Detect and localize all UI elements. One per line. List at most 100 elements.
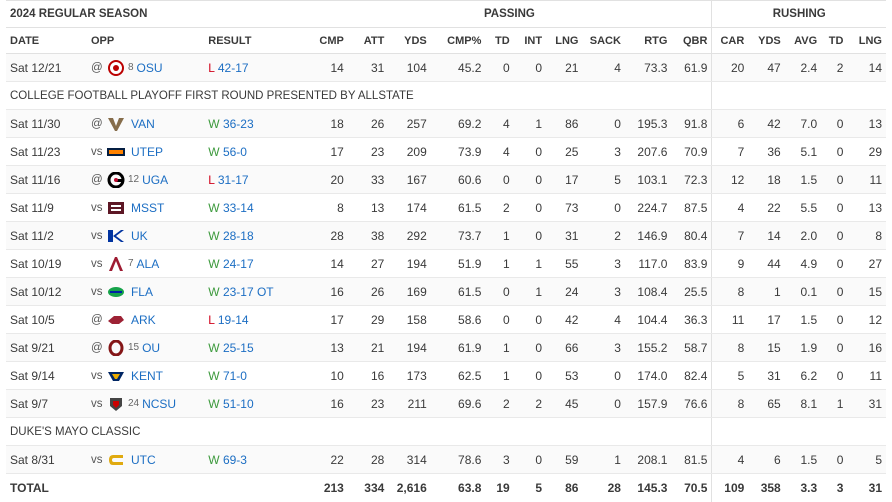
- passing-stat-sack: 3: [582, 334, 624, 362]
- passing-stat-cmp: 17: [307, 306, 347, 334]
- uga-logo-icon[interactable]: [107, 172, 125, 188]
- passing-stat-cmp: 20: [307, 166, 347, 194]
- passing-stat-cmp-pct: 69.6: [431, 390, 486, 418]
- rushing-stat-yds: 15: [748, 334, 784, 362]
- uk-logo-icon[interactable]: [107, 228, 125, 244]
- ou-logo-icon[interactable]: [107, 340, 125, 356]
- opponent-link[interactable]: NCSU: [142, 397, 176, 411]
- col-header-rushing-car[interactable]: CAR: [712, 28, 748, 54]
- rushing-stat-car: 11: [712, 306, 748, 334]
- total-passing-int: 5: [514, 474, 546, 502]
- passing-stat-qbr: 82.4: [671, 362, 711, 390]
- rushing-stat-lng: 31: [847, 390, 886, 418]
- col-header-passing-lng[interactable]: LNG: [546, 28, 582, 54]
- fla-logo-icon[interactable]: [107, 284, 125, 300]
- col-header-passing-td[interactable]: TD: [485, 28, 513, 54]
- game-score-link[interactable]: 56-0: [223, 145, 247, 159]
- passing-stat-sack: 3: [582, 138, 624, 166]
- opponent-link[interactable]: UTEP: [131, 145, 163, 159]
- opponent-link[interactable]: VAN: [131, 117, 155, 131]
- opponent-link[interactable]: OSU: [137, 61, 163, 75]
- col-header-rushing-avg[interactable]: AVG: [785, 28, 821, 54]
- passing-stat-yds: 211: [388, 390, 430, 418]
- passing-stat-rtg: 108.4: [625, 278, 672, 306]
- game-score-link[interactable]: 25-15: [223, 341, 254, 355]
- col-header-date[interactable]: DATE: [6, 28, 91, 54]
- passing-stat-int: 0: [514, 194, 546, 222]
- game-score-link[interactable]: 28-18: [223, 229, 254, 243]
- osu-logo-icon[interactable]: [107, 60, 125, 76]
- col-header-passing-yds[interactable]: YDS: [388, 28, 430, 54]
- opponent-link[interactable]: ARK: [131, 313, 156, 327]
- utc-logo-icon[interactable]: [107, 452, 125, 468]
- game-score-link[interactable]: 31-17: [218, 173, 249, 187]
- col-header-passing-cmp-pct[interactable]: CMP%: [431, 28, 486, 54]
- passing-stat-rtg: 157.9: [625, 390, 672, 418]
- col-header-result[interactable]: RESULT: [208, 28, 307, 54]
- game-score-link[interactable]: 33-14: [223, 201, 254, 215]
- msst-logo-icon[interactable]: [107, 200, 125, 216]
- ark-logo-icon[interactable]: [107, 312, 125, 328]
- total-label: TOTAL: [6, 474, 307, 502]
- opponent-link[interactable]: FLA: [131, 285, 153, 299]
- col-header-passing-rtg[interactable]: RTG: [625, 28, 672, 54]
- passing-stat-cmp-pct: 45.2: [431, 54, 486, 82]
- game-score-link[interactable]: 24-17: [223, 257, 254, 271]
- event-note-filler: [712, 418, 886, 446]
- passing-stat-qbr: 25.5: [671, 278, 711, 306]
- opponent-link[interactable]: ALA: [137, 257, 160, 271]
- van-logo-icon[interactable]: [107, 116, 125, 132]
- passing-stat-lng: 86: [546, 110, 582, 138]
- passing-stat-qbr: 36.3: [671, 306, 711, 334]
- col-header-passing-int[interactable]: INT: [514, 28, 546, 54]
- passing-stat-lng: 24: [546, 278, 582, 306]
- ncsu-logo-icon[interactable]: [107, 396, 125, 412]
- result-cell: W 33-14: [208, 194, 307, 222]
- rushing-stat-lng: 12: [847, 306, 886, 334]
- rushing-stat-avg: 1.5: [785, 166, 821, 194]
- passing-stat-cmp: 28: [307, 222, 347, 250]
- game-score-link[interactable]: 42-17: [218, 61, 249, 75]
- opponent-link[interactable]: OU: [142, 341, 160, 355]
- home-away-indicator: vs: [91, 398, 107, 410]
- game-score-link[interactable]: 19-14: [218, 313, 249, 327]
- result-cell: W 36-23: [208, 110, 307, 138]
- passing-stat-td: 0: [485, 166, 513, 194]
- ala-logo-icon[interactable]: [107, 256, 125, 272]
- result-cell: W 23-17 OT: [208, 278, 307, 306]
- opponent-link[interactable]: KENT: [131, 369, 163, 383]
- kent-logo-icon[interactable]: [107, 368, 125, 384]
- passing-stat-td: 2: [485, 194, 513, 222]
- rushing-stat-car: 9: [712, 250, 748, 278]
- col-header-passing-qbr[interactable]: QBR: [671, 28, 711, 54]
- rushing-stat-td: 1: [821, 390, 847, 418]
- col-header-passing-sack[interactable]: SACK: [582, 28, 624, 54]
- col-header-passing-cmp[interactable]: CMP: [307, 28, 347, 54]
- utep-logo-icon[interactable]: [107, 144, 125, 160]
- game-score-link[interactable]: 71-0: [223, 369, 247, 383]
- opponent-link[interactable]: UK: [131, 229, 148, 243]
- passing-stat-cmp: 10: [307, 362, 347, 390]
- total-passing-yds: 2,616: [388, 474, 430, 502]
- total-rushing-yds: 358: [748, 474, 784, 502]
- passing-stat-qbr: 61.9: [671, 54, 711, 82]
- passing-stat-td: 0: [485, 278, 513, 306]
- opponent-link[interactable]: UTC: [131, 453, 156, 467]
- result-cell: W 24-17: [208, 250, 307, 278]
- passing-stat-int: 0: [514, 334, 546, 362]
- col-header-opp[interactable]: OPP: [91, 28, 208, 54]
- col-header-rushing-yds[interactable]: YDS: [748, 28, 784, 54]
- opponent-link[interactable]: MSST: [131, 201, 164, 215]
- opponent-link[interactable]: UGA: [142, 173, 168, 187]
- rushing-stat-td: 0: [821, 334, 847, 362]
- passing-stat-rtg: 174.0: [625, 362, 672, 390]
- col-header-rushing-lng[interactable]: LNG: [847, 28, 886, 54]
- game-score-link[interactable]: 23-17 OT: [223, 285, 274, 299]
- game-score-link[interactable]: 36-23: [223, 117, 254, 131]
- game-score-link[interactable]: 69-3: [223, 453, 247, 467]
- win-loss-indicator: L: [208, 313, 214, 327]
- col-header-rushing-td[interactable]: TD: [821, 28, 847, 54]
- col-header-passing-att[interactable]: ATT: [348, 28, 388, 54]
- game-score-link[interactable]: 51-10: [223, 397, 254, 411]
